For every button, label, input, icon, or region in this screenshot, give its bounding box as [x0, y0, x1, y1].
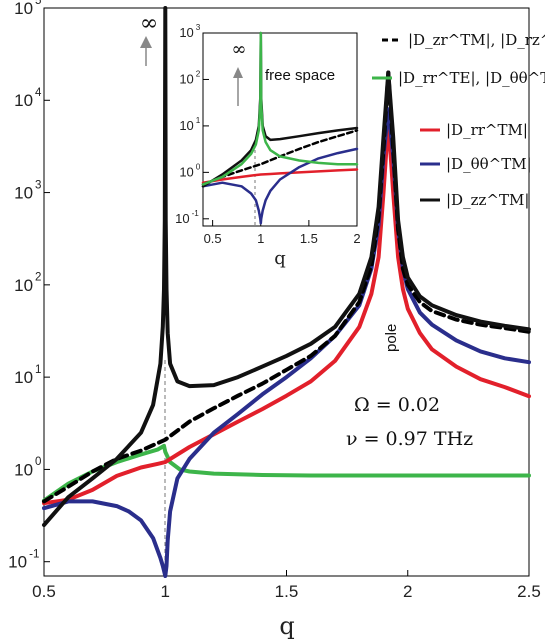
main-series-thth_tm [42, 107, 531, 578]
legend-entry-label: |D_rr^TM| [446, 121, 528, 139]
main-xtick-label: 2 [403, 582, 412, 601]
main-series-rr_tm [42, 118, 531, 506]
main-ytick-exponent: 3 [35, 179, 41, 191]
inset-xtick-label: 2 [353, 231, 360, 246]
inset-free-space-label: free space [265, 67, 335, 84]
nu-parameter: ν = 0.97 THz [346, 428, 473, 450]
inset-ytick-label: 10 [175, 211, 189, 226]
inset-ytick-exponent: 3 [196, 23, 201, 32]
main-ytick-label: 10 [14, 0, 33, 18]
main-ytick-label: 10 [14, 276, 33, 295]
main-ytick-exponent: 4 [35, 87, 42, 99]
inset-series-thth_tm [201, 147, 359, 225]
main-xtick-label: 1 [161, 582, 170, 601]
inset-ytick-exponent: 1 [196, 116, 201, 125]
inset-ytick-exponent: 2 [196, 69, 201, 78]
main-xtick-label: 2.5 [517, 582, 541, 601]
inset-ytick-label: 10 [179, 72, 193, 87]
inset-xtick-label: 1 [257, 231, 264, 246]
main-ytick-label: 10 [14, 91, 33, 110]
main-series-te [42, 443, 531, 503]
main-series-zz_tm [42, 6, 531, 527]
inset-x-axis-label: q [274, 248, 286, 269]
legend-entry-label: |D_zr^TM|, |D_rz^TM| [408, 31, 545, 49]
inset-ytick-label: 10 [179, 165, 193, 180]
main-xtick-label: 1.5 [275, 582, 299, 601]
inset-series-rr_tm [201, 168, 359, 184]
x-axis-label: q [279, 612, 294, 640]
inset-ytick-exponent: -1 [192, 209, 200, 218]
main-series-group [42, 6, 531, 578]
inset-xtick-label: 1.5 [300, 231, 318, 246]
main-ytick-label: 10 [14, 184, 33, 203]
legend-entry-label: |D_θθ^TM| [446, 155, 532, 173]
inset-series-group [201, 31, 359, 225]
inset-xtick-label: 0.5 [204, 231, 222, 246]
inset-series-te [201, 31, 359, 186]
inset-x-axis: 0.5 1 1.5 2 [204, 220, 361, 246]
inset-ytick-label: 10 [179, 25, 193, 40]
main-xtick-label: 0.5 [32, 582, 56, 601]
main-ytick-exponent: 2 [35, 272, 41, 284]
main-ytick-label: 10 [14, 460, 33, 479]
pole-label: pole [383, 324, 400, 352]
main-ytick-exponent: 0 [35, 456, 41, 468]
omega-parameter: Ω = 0.02 [354, 394, 440, 416]
main-series-zr_tm [42, 70, 531, 504]
infinity-label: ∞ [140, 11, 158, 36]
inset-ytick-label: 10 [179, 118, 193, 133]
main-ytick-exponent: -1 [29, 548, 39, 560]
main-ytick-exponent: 5 [35, 0, 41, 7]
legend: |D_zr^TM|, |D_rz^TM| |D_rr^TE|, |D_θθ^TE|… [372, 31, 545, 209]
main-ytick-label: 10 [14, 368, 33, 387]
inset-arrow-head-icon [233, 67, 243, 78]
inset-frame [202, 32, 358, 227]
legend-entry-label: |D_zz^TM| [446, 191, 529, 209]
legend-entry-label: |D_rr^TE|, |D_θθ^TE| [398, 69, 545, 87]
arrow-head-icon [140, 36, 152, 48]
main-x-axis: 0.5 1 1.5 2 2.5 [32, 570, 541, 601]
main-ytick-label: 10 [8, 553, 27, 572]
inset-ytick-exponent: 0 [196, 162, 201, 171]
inset-infinity-label: ∞ [232, 39, 247, 60]
main-ytick-exponent: 1 [35, 364, 41, 376]
